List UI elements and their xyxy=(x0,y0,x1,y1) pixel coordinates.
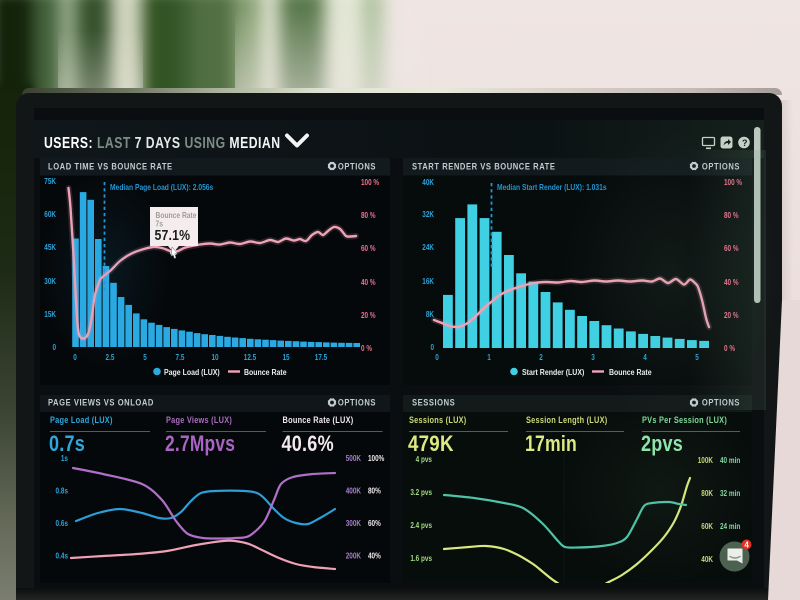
svg-text:4 pvs: 4 pvs xyxy=(416,455,432,464)
svg-text:400K: 400K xyxy=(346,487,362,496)
svg-text:Start Render (LUX): Start Render (LUX) xyxy=(522,367,585,377)
svg-text:45K: 45K xyxy=(44,243,56,252)
svg-text:60 %: 60 % xyxy=(724,244,739,253)
svg-text:100 %: 100 % xyxy=(361,178,380,187)
svg-text:Page Load (LUX): Page Load (LUX) xyxy=(50,415,113,425)
svg-text:40%: 40% xyxy=(368,552,381,561)
svg-text:17.5: 17.5 xyxy=(315,353,327,362)
svg-text:3.2 pvs: 3.2 pvs xyxy=(410,488,432,497)
svg-text:Session Length (LUX): Session Length (LUX) xyxy=(526,415,607,425)
svg-text:60K: 60K xyxy=(44,210,56,219)
svg-text:2: 2 xyxy=(539,353,543,362)
svg-text:60K: 60K xyxy=(701,522,713,531)
svg-text:15K: 15K xyxy=(44,310,56,319)
svg-text:200K: 200K xyxy=(346,552,362,561)
svg-text:40.6%: 40.6% xyxy=(282,432,334,456)
svg-text:Median Page Load (LUX): 2.056s: Median Page Load (LUX): 2.056s xyxy=(110,182,213,192)
svg-text:0: 0 xyxy=(73,353,77,362)
svg-text:40 %: 40 % xyxy=(724,278,739,287)
svg-text:40 min: 40 min xyxy=(720,456,740,465)
svg-text:Median Start Render (LUX): 1.0: Median Start Render (LUX): 1.031s xyxy=(497,182,607,192)
svg-text:2.5: 2.5 xyxy=(106,353,115,362)
svg-text:OPTIONS: OPTIONS xyxy=(338,397,376,408)
svg-text:OPTIONS: OPTIONS xyxy=(702,161,740,172)
svg-text:USERS: LAST 7 DAYS USING MEDIA: USERS: LAST 7 DAYS USING MEDIAN xyxy=(44,134,281,152)
svg-text:2.4 pvs: 2.4 pvs xyxy=(410,521,432,530)
svg-text:0: 0 xyxy=(430,343,434,352)
svg-text:0.8s: 0.8s xyxy=(56,487,68,496)
svg-text:LOAD TIME VS BOUNCE RATE: LOAD TIME VS BOUNCE RATE xyxy=(48,161,173,172)
svg-text:24K: 24K xyxy=(422,243,434,252)
svg-text:1s: 1s xyxy=(61,454,68,463)
svg-text:4: 4 xyxy=(643,353,647,362)
svg-text:8K: 8K xyxy=(426,310,435,319)
svg-text:OPTIONS: OPTIONS xyxy=(338,161,376,172)
svg-text:1.6 pvs: 1.6 pvs xyxy=(410,554,432,563)
svg-text:10: 10 xyxy=(211,353,218,362)
svg-text:57.1%: 57.1% xyxy=(155,227,191,243)
svg-text:17min: 17min xyxy=(525,432,577,456)
svg-text:5: 5 xyxy=(695,353,699,362)
svg-text:0.7s: 0.7s xyxy=(49,432,85,456)
svg-text:0: 0 xyxy=(435,353,439,362)
svg-text:0 %: 0 % xyxy=(361,344,373,353)
svg-text:7.5: 7.5 xyxy=(176,353,185,362)
svg-text:80 %: 80 % xyxy=(361,211,376,220)
svg-text:Sessions (LUX): Sessions (LUX) xyxy=(409,415,467,425)
svg-text:80%: 80% xyxy=(368,487,381,496)
svg-text:Page Views (LUX): Page Views (LUX) xyxy=(166,415,232,425)
svg-text:0.6s: 0.6s xyxy=(56,519,68,528)
svg-text:100 %: 100 % xyxy=(724,178,743,187)
svg-text:Page Load (LUX): Page Load (LUX) xyxy=(164,367,220,377)
svg-text:500K: 500K xyxy=(346,454,362,463)
svg-text:OPTIONS: OPTIONS xyxy=(702,397,740,408)
svg-text:Bounce Rate: Bounce Rate xyxy=(244,367,287,377)
svg-text:0: 0 xyxy=(52,343,56,352)
svg-text:20 %: 20 % xyxy=(361,311,376,320)
svg-text:60 %: 60 % xyxy=(361,244,376,253)
svg-text:1: 1 xyxy=(487,353,491,362)
svg-text:100K: 100K xyxy=(698,456,714,465)
svg-text:0 %: 0 % xyxy=(724,344,736,353)
svg-text:Bounce Rate: Bounce Rate xyxy=(156,210,197,220)
svg-text:60%: 60% xyxy=(368,519,381,528)
svg-text:SESSIONS: SESSIONS xyxy=(412,397,455,408)
svg-text:16K: 16K xyxy=(422,277,434,286)
svg-text:479K: 479K xyxy=(408,433,454,457)
svg-text:PVs Per Session (LUX): PVs Per Session (LUX) xyxy=(642,415,727,425)
svg-text:20 %: 20 % xyxy=(724,311,739,320)
svg-text:PAGE VIEWS VS ONLOAD: PAGE VIEWS VS ONLOAD xyxy=(48,397,154,408)
svg-text:40K: 40K xyxy=(701,555,713,564)
svg-text:32 min: 32 min xyxy=(720,489,740,498)
svg-text:4: 4 xyxy=(744,541,749,550)
svg-text:80K: 80K xyxy=(701,489,713,498)
svg-text:300K: 300K xyxy=(346,519,362,528)
svg-text:32K: 32K xyxy=(422,210,434,219)
svg-text:0.4s: 0.4s xyxy=(56,552,68,561)
svg-text:30K: 30K xyxy=(44,277,56,286)
svg-text:3: 3 xyxy=(591,353,595,362)
svg-text:5: 5 xyxy=(143,353,147,362)
svg-text:100%: 100% xyxy=(368,454,385,463)
svg-text:START RENDER VS BOUNCE RATE: START RENDER VS BOUNCE RATE xyxy=(412,161,555,172)
svg-text:2.7Mpvs: 2.7Mpvs xyxy=(165,432,235,456)
svg-text:40K: 40K xyxy=(422,178,434,187)
svg-text:15: 15 xyxy=(282,353,289,362)
svg-text:24 min: 24 min xyxy=(720,522,740,531)
svg-text:Bounce Rate (LUX): Bounce Rate (LUX) xyxy=(283,415,354,425)
svg-text:Bounce Rate: Bounce Rate xyxy=(609,367,652,377)
svg-text:12.5: 12.5 xyxy=(244,353,256,362)
svg-text:40 %: 40 % xyxy=(361,278,376,287)
svg-text:?: ? xyxy=(742,138,748,148)
svg-text:80 %: 80 % xyxy=(724,211,739,220)
svg-text:75K: 75K xyxy=(44,177,56,186)
svg-text:7s: 7s xyxy=(156,219,163,229)
